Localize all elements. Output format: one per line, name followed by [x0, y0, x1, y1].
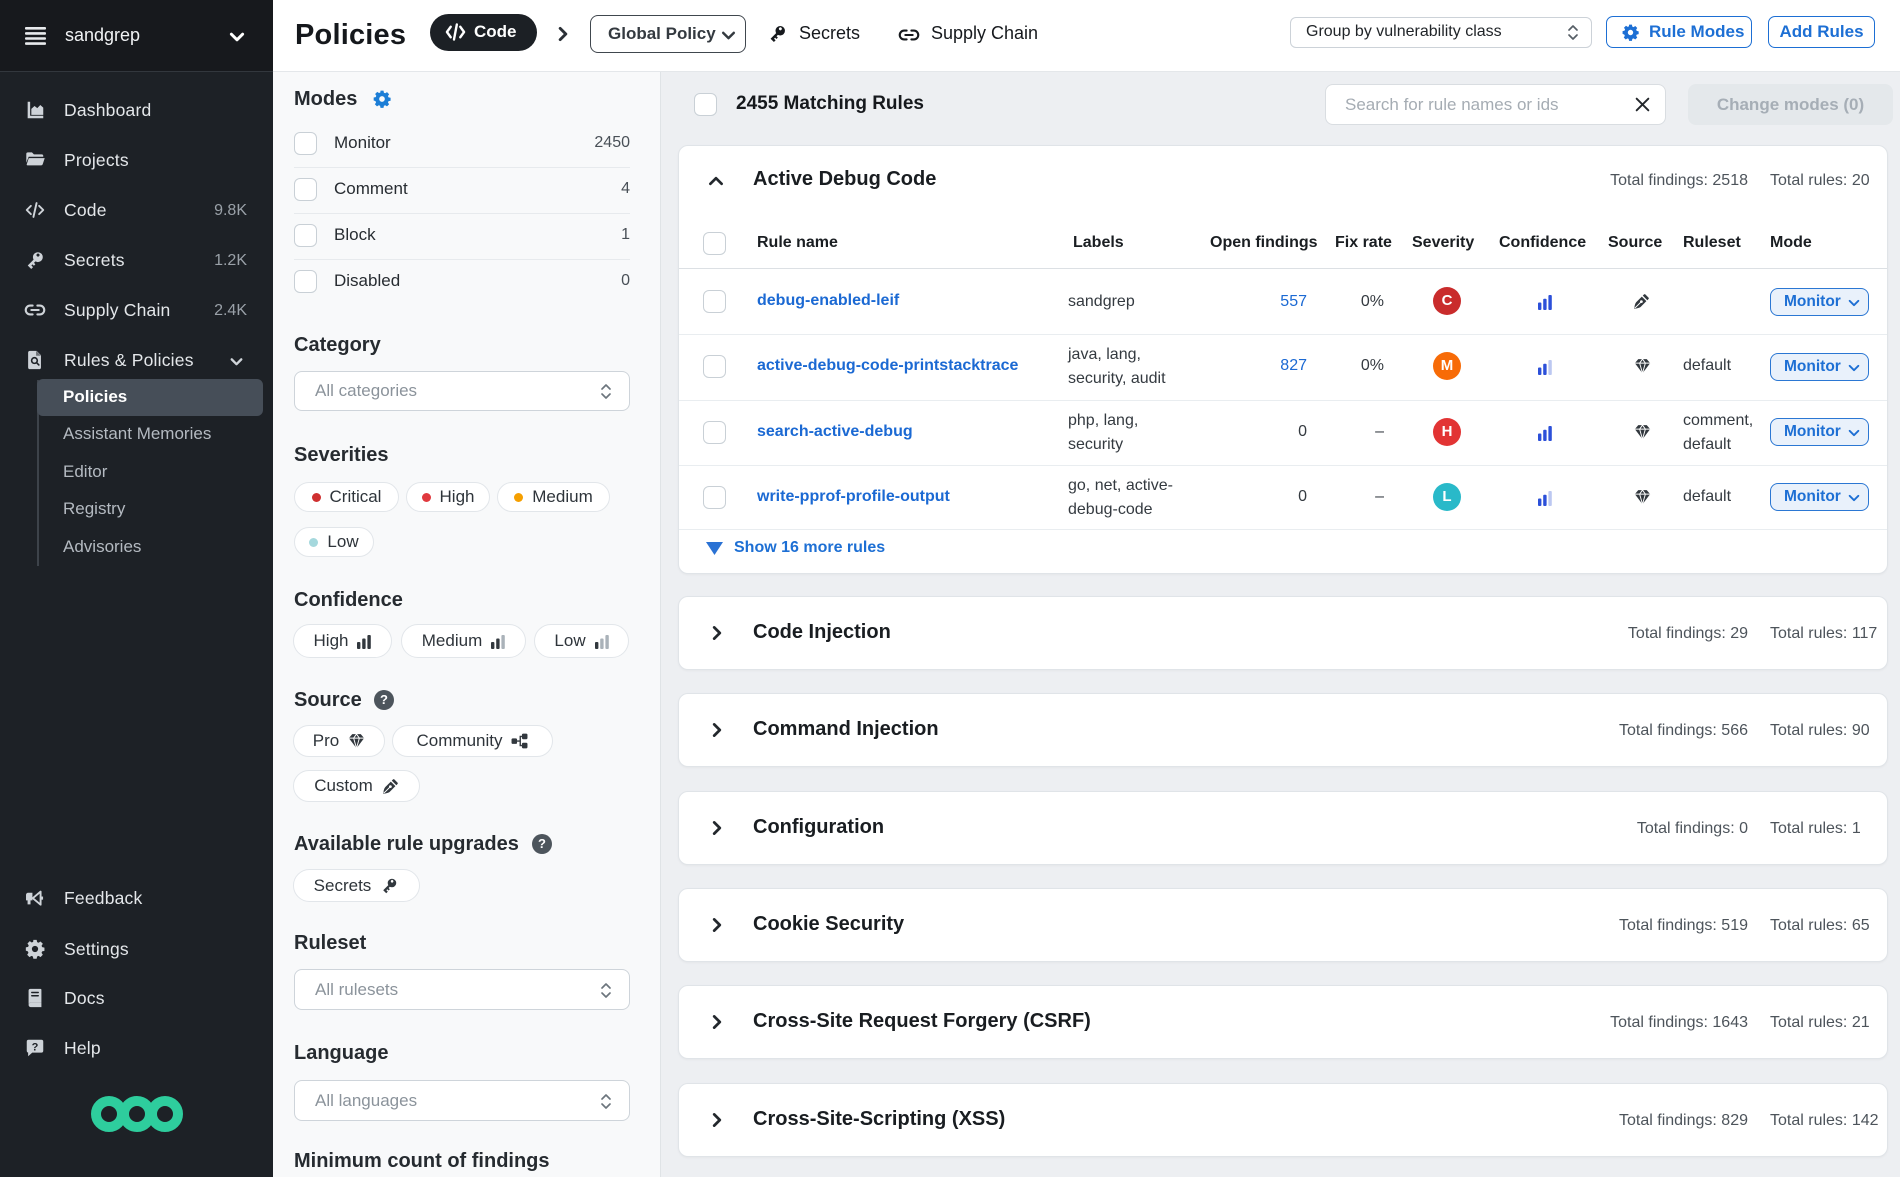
svg-text:?: ?: [32, 1041, 39, 1053]
